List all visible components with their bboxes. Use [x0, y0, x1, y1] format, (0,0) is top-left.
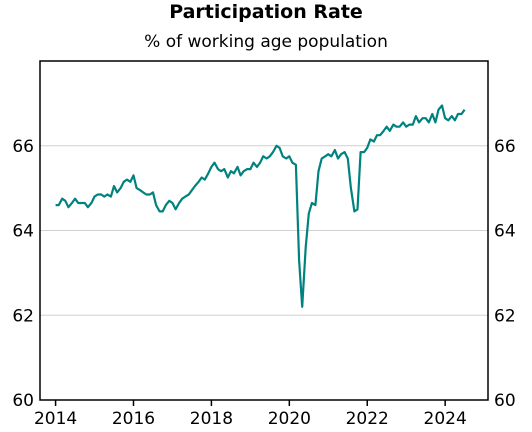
- x-tick-label: 2022: [346, 409, 389, 429]
- y-tick-label-right: 64: [494, 222, 516, 242]
- y-tick-label-left: 66: [12, 137, 34, 157]
- x-tick-label: 2014: [34, 409, 77, 429]
- y-tick-label-left: 64: [12, 222, 34, 242]
- y-tick-label-left: 60: [12, 391, 34, 411]
- x-tick-label: 2016: [112, 409, 155, 429]
- y-tick-label-right: 60: [494, 391, 516, 411]
- gridlines: [40, 145, 488, 316]
- chart-title: Participation Rate: [169, 1, 363, 23]
- y-tick-label-right: 62: [494, 306, 516, 326]
- y-axis-left: 60 62 64 66: [12, 137, 34, 411]
- y-tick-label-right: 66: [494, 137, 516, 157]
- x-tick-label: 2018: [190, 409, 233, 429]
- chart-subtitle: % of working age population: [144, 32, 388, 52]
- x-tick-label: 2020: [268, 409, 311, 429]
- plot-frame: [39, 60, 489, 401]
- x-axis: 2014 2016 2018 2020 2022 2024: [34, 400, 467, 429]
- series-line: [55, 104, 466, 308]
- y-tick-label-left: 62: [12, 306, 34, 326]
- y-axis-right: 60 62 64 66: [494, 137, 516, 411]
- x-tick-label: 2024: [424, 409, 467, 429]
